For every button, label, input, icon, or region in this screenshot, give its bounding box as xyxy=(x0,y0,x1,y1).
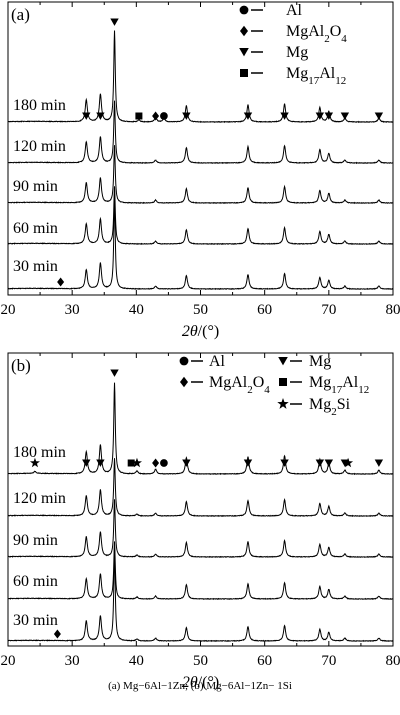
xrd-pattern-line xyxy=(7,145,394,205)
x-tick-label: 70 xyxy=(321,302,336,318)
peak-marker-triangle-down xyxy=(243,459,253,467)
peak-marker-star xyxy=(29,457,40,468)
peak-marker-square xyxy=(127,459,135,467)
peak-marker-triangle-down xyxy=(96,459,105,467)
series-label: 90 min xyxy=(13,178,58,195)
panel-label: (a) xyxy=(11,5,30,24)
series-label: 30 min xyxy=(13,258,58,275)
legend-label: Mg xyxy=(286,44,308,61)
series-label: 90 min xyxy=(13,532,58,549)
peak-marker-triangle-down xyxy=(82,459,91,467)
xrd-pattern-line xyxy=(7,197,394,291)
x-tick-label: 80 xyxy=(386,653,400,669)
x-tick-label: 50 xyxy=(193,653,208,669)
peak-marker-triangle-down xyxy=(110,369,119,377)
x-tick-label: 40 xyxy=(129,302,144,318)
peak-marker-triangle-down xyxy=(280,112,289,120)
legend-label: Mg xyxy=(309,353,331,370)
series-label: 60 min xyxy=(13,220,58,237)
peak-marker-circle xyxy=(160,112,168,120)
series-label: 30 min xyxy=(13,612,58,629)
peak-marker-star xyxy=(131,457,142,468)
figure-caption: (a) Mg−6Al−1Zn; (b) Mg−6Al−1Zn− 1Si xyxy=(108,680,292,692)
legend-label: MgAl2O4 xyxy=(286,23,347,45)
legend-label: Mg17Al12 xyxy=(309,374,369,396)
legend-label: Al xyxy=(286,2,303,19)
legend-label: Al xyxy=(209,353,226,370)
peak-marker-triangle-down xyxy=(324,112,334,120)
peak-marker-triangle-down xyxy=(182,459,191,467)
series-label: 60 min xyxy=(13,573,58,590)
series-label: 180 min xyxy=(13,444,66,461)
peak-marker-triangle-down xyxy=(182,112,191,120)
peak-marker-triangle-down xyxy=(243,112,253,120)
xrd-pattern-line xyxy=(7,458,394,518)
series-label: 120 min xyxy=(13,490,66,507)
x-tick-label: 70 xyxy=(321,653,336,669)
series-label: 120 min xyxy=(13,138,66,155)
x-axis-label: 2θ/(°) xyxy=(182,323,219,340)
xrd-pattern-line xyxy=(7,100,394,165)
peak-marker-triangle-down xyxy=(374,459,384,467)
xrd-pattern-line xyxy=(7,186,394,246)
x-tick-label: 60 xyxy=(257,302,272,318)
x-tick-label: 20 xyxy=(1,302,16,318)
peak-marker-diamond xyxy=(53,629,61,639)
legend-label: Mg17Al12 xyxy=(286,65,346,87)
panel-a: 20 30 40 50 60 70 80 2θ/(°) (a) 180 min 120 min 90 … xyxy=(1,1,400,340)
peak-marker-triangle-down xyxy=(324,459,334,467)
xrd-pattern-line xyxy=(7,499,394,559)
peak-marker-diamond xyxy=(152,458,160,468)
x-tick-label: 50 xyxy=(193,302,208,318)
peak-marker-triangle-down xyxy=(315,459,325,467)
peak-marker-circle xyxy=(160,459,168,467)
peak-marker-star xyxy=(343,457,354,468)
peak-marker-square xyxy=(135,112,143,120)
peak-marker-triangle-down xyxy=(110,18,119,26)
x-tick-label: 30 xyxy=(65,302,80,318)
peak-marker-diamond xyxy=(57,277,65,287)
panel-b: 20 30 40 50 60 70 80 2θ/(°) (b) 180 min 120 min 90 … xyxy=(1,352,400,691)
x-tick-label: 20 xyxy=(1,653,16,669)
legend-marker-triangle-down xyxy=(239,48,249,57)
xrd-pattern-line xyxy=(7,549,394,643)
legend-marker-square xyxy=(240,69,248,77)
legend-label: MgAl2O4 xyxy=(209,374,270,396)
legend-marker-star xyxy=(277,398,289,409)
x-tick-label: 60 xyxy=(257,653,272,669)
peak-marker-triangle-down xyxy=(315,112,325,120)
legend-marker-circle xyxy=(239,5,249,15)
legend-marker-circle xyxy=(179,356,189,366)
xrd-pattern-line xyxy=(7,30,394,124)
peak-marker-triangle-down xyxy=(280,459,289,467)
peak-marker-triangle-down xyxy=(82,112,91,120)
peak-marker-triangle-down xyxy=(96,112,105,120)
x-tick-label: 80 xyxy=(386,302,400,318)
peak-marker-triangle-down xyxy=(374,112,384,120)
x-tick-label: 30 xyxy=(65,653,80,669)
x-tick-label: 40 xyxy=(129,653,144,669)
panel-label: (b) xyxy=(11,356,31,375)
legend-marker-triangle-down xyxy=(278,357,288,366)
x-axis-label: 2θ/(°) xyxy=(182,674,219,691)
legend-marker-square xyxy=(279,378,287,386)
peak-marker-triangle-down xyxy=(340,112,350,120)
peak-marker-triangle-down xyxy=(340,459,350,467)
peak-marker-diamond xyxy=(152,111,160,121)
legend-marker-diamond xyxy=(180,376,188,388)
xrd-pattern-line xyxy=(7,541,394,601)
series-label: 180 min xyxy=(13,97,66,114)
legend-label: Mg2Si xyxy=(309,396,351,418)
legend-marker-diamond xyxy=(240,25,248,37)
